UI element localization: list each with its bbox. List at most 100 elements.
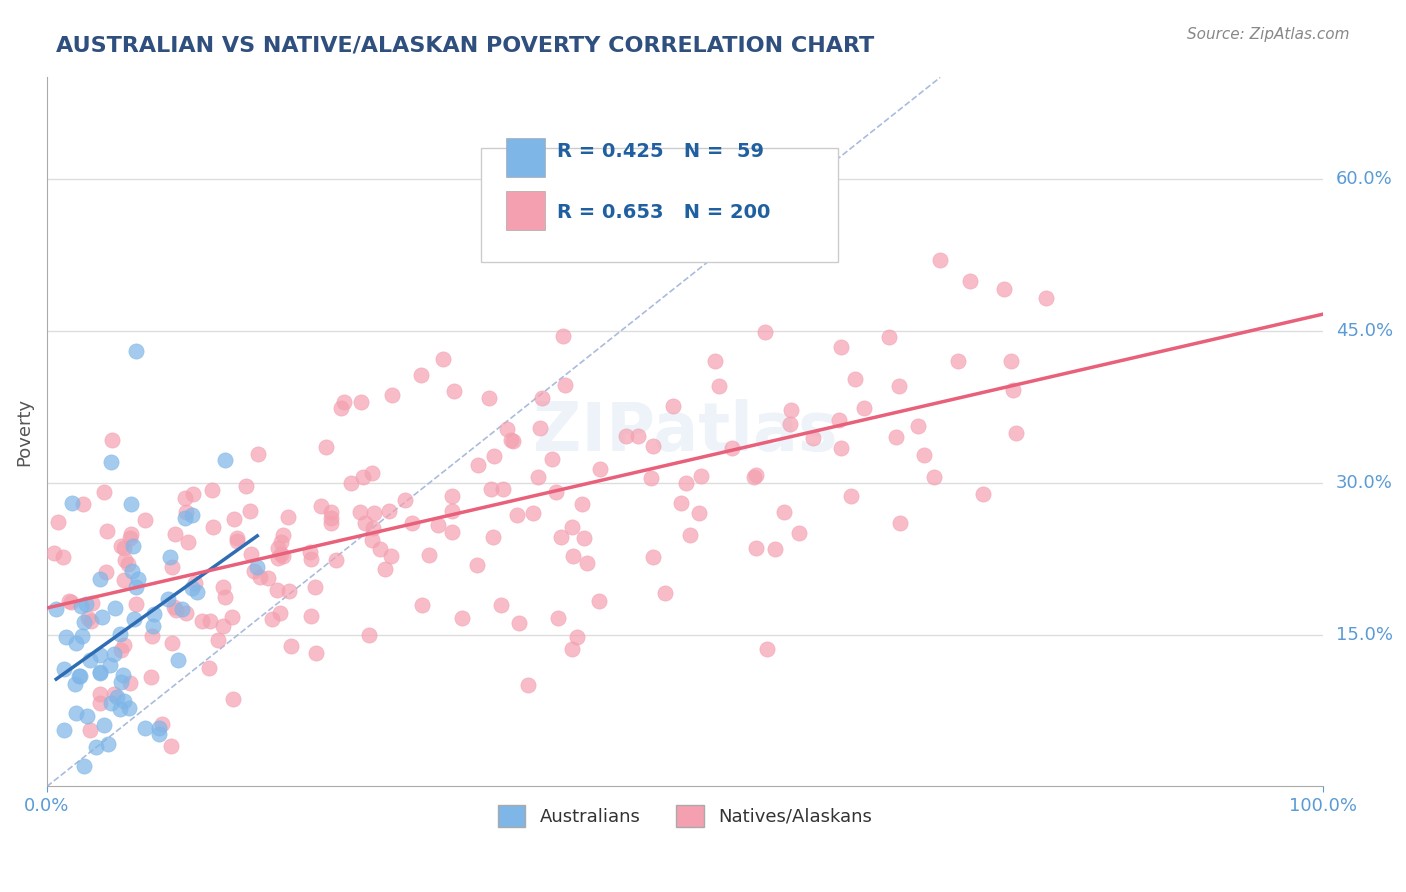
- Australians: [65, 636, 87, 650]
- Australians: [53, 662, 76, 676]
- Natives/Alaskans: [77, 611, 100, 625]
- Australians: [127, 572, 149, 586]
- Natives/Alaskans: [117, 557, 139, 571]
- Natives/Alaskans: [162, 636, 184, 650]
- Australians: [103, 647, 125, 661]
- Natives/Alaskans: [541, 452, 564, 467]
- Natives/Alaskans: [46, 515, 69, 529]
- Natives/Alaskans: [720, 442, 742, 456]
- Natives/Alaskans: [744, 541, 766, 556]
- Natives/Alaskans: [271, 549, 294, 563]
- Australians: [104, 601, 127, 615]
- Natives/Alaskans: [643, 439, 665, 453]
- Natives/Alaskans: [235, 479, 257, 493]
- Australians: [143, 607, 166, 621]
- Natives/Alaskans: [184, 576, 207, 591]
- Natives/Alaskans: [522, 506, 544, 520]
- Natives/Alaskans: [266, 582, 288, 597]
- Natives/Alaskans: [270, 535, 292, 549]
- Natives/Alaskans: [675, 476, 697, 491]
- Natives/Alaskans: [271, 527, 294, 541]
- Natives/Alaskans: [112, 638, 135, 652]
- Natives/Alaskans: [441, 524, 464, 539]
- Natives/Alaskans: [889, 516, 911, 531]
- Natives/Alaskans: [159, 739, 181, 753]
- Australians: [89, 572, 111, 586]
- Natives/Alaskans: [352, 470, 374, 484]
- Australians: [156, 592, 179, 607]
- Natives/Alaskans: [60, 595, 83, 609]
- Natives/Alaskans: [922, 470, 945, 484]
- Australians: [125, 580, 148, 594]
- Natives/Alaskans: [779, 417, 801, 432]
- Natives/Alaskans: [165, 526, 187, 541]
- Natives/Alaskans: [575, 556, 598, 570]
- Natives/Alaskans: [80, 614, 103, 628]
- Natives/Alaskans: [561, 520, 583, 534]
- Natives/Alaskans: [277, 509, 299, 524]
- Natives/Alaskans: [669, 496, 692, 510]
- Natives/Alaskans: [243, 565, 266, 579]
- Natives/Alaskans: [340, 475, 363, 490]
- Natives/Alaskans: [89, 687, 111, 701]
- Natives/Alaskans: [699, 192, 721, 206]
- Australians: [125, 343, 148, 358]
- Australians: [89, 665, 111, 680]
- Natives/Alaskans: [839, 489, 862, 503]
- Natives/Alaskans: [176, 505, 198, 519]
- Natives/Alaskans: [551, 329, 574, 343]
- Australians: [76, 709, 98, 723]
- Natives/Alaskans: [240, 548, 263, 562]
- Australians: [142, 618, 165, 632]
- Natives/Alaskans: [112, 541, 135, 556]
- Natives/Alaskans: [201, 483, 224, 498]
- Text: R = 0.653   N = 200: R = 0.653 N = 200: [557, 202, 770, 221]
- Australians: [73, 759, 96, 773]
- Natives/Alaskans: [948, 354, 970, 368]
- Australians: [181, 508, 204, 522]
- Natives/Alaskans: [828, 413, 851, 427]
- Natives/Alaskans: [298, 545, 321, 559]
- Natives/Alaskans: [689, 469, 711, 483]
- Natives/Alaskans: [572, 152, 595, 166]
- Natives/Alaskans: [363, 506, 385, 520]
- Natives/Alaskans: [330, 401, 353, 415]
- Natives/Alaskans: [482, 531, 505, 545]
- Text: 30.0%: 30.0%: [1336, 474, 1392, 491]
- Natives/Alaskans: [198, 661, 221, 675]
- Australians: [111, 667, 134, 681]
- Natives/Alaskans: [79, 723, 101, 737]
- Natives/Alaskans: [1004, 425, 1026, 440]
- Australians: [159, 549, 181, 564]
- Natives/Alaskans: [212, 580, 235, 594]
- Natives/Alaskans: [181, 487, 204, 501]
- Natives/Alaskans: [368, 541, 391, 556]
- Australians: [121, 564, 143, 578]
- Natives/Alaskans: [52, 550, 75, 565]
- Natives/Alaskans: [110, 539, 132, 553]
- Australians: [73, 615, 96, 629]
- Natives/Alaskans: [267, 541, 290, 556]
- Natives/Alaskans: [993, 282, 1015, 296]
- Natives/Alaskans: [478, 391, 501, 405]
- Natives/Alaskans: [787, 526, 810, 541]
- Text: AUSTRALIAN VS NATIVE/ALASKAN POVERTY CORRELATION CHART: AUSTRALIAN VS NATIVE/ALASKAN POVERTY COR…: [56, 36, 875, 55]
- Natives/Alaskans: [58, 594, 80, 608]
- Natives/Alaskans: [162, 559, 184, 574]
- Natives/Alaskans: [571, 498, 593, 512]
- Natives/Alaskans: [550, 530, 572, 544]
- Natives/Alaskans: [508, 615, 530, 630]
- Natives/Alaskans: [506, 508, 529, 522]
- Natives/Alaskans: [80, 596, 103, 610]
- Natives/Alaskans: [198, 614, 221, 628]
- Natives/Alaskans: [174, 606, 197, 620]
- FancyBboxPatch shape: [506, 137, 544, 177]
- Natives/Alaskans: [380, 549, 402, 564]
- Natives/Alaskans: [418, 548, 440, 562]
- Australians: [186, 585, 208, 599]
- Natives/Alaskans: [321, 511, 343, 525]
- Natives/Alaskans: [94, 566, 117, 580]
- Natives/Alaskans: [588, 594, 610, 608]
- Natives/Alaskans: [742, 469, 765, 483]
- Natives/Alaskans: [304, 580, 326, 594]
